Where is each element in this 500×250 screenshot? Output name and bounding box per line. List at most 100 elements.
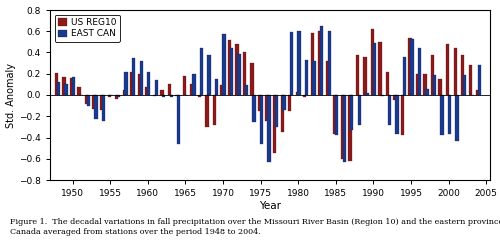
Bar — [258, 95, 262, 111]
Bar — [282, 95, 286, 110]
Bar — [371, 29, 374, 95]
Bar — [132, 58, 136, 95]
Bar — [273, 95, 276, 154]
Bar — [170, 95, 173, 97]
Bar — [145, 86, 148, 95]
Bar — [222, 34, 226, 95]
Bar — [117, 95, 120, 97]
Bar — [426, 89, 428, 95]
Bar — [388, 95, 391, 125]
Bar — [72, 77, 75, 95]
Bar — [288, 95, 292, 111]
Bar — [410, 39, 414, 95]
Bar — [175, 95, 178, 96]
Bar — [438, 79, 442, 95]
Bar — [340, 95, 344, 159]
Bar — [380, 95, 384, 96]
Bar — [266, 95, 269, 120]
Bar — [230, 48, 233, 95]
Bar — [296, 92, 299, 95]
Bar — [476, 90, 480, 95]
Bar — [290, 32, 294, 95]
Bar — [365, 93, 368, 95]
Legend: US REG10, EAST CAN: US REG10, EAST CAN — [54, 14, 120, 42]
Bar — [252, 95, 256, 122]
Bar — [245, 86, 248, 95]
Bar — [268, 95, 271, 162]
Bar — [342, 95, 346, 162]
Bar — [152, 95, 156, 96]
Bar — [94, 95, 98, 120]
Bar — [147, 72, 150, 95]
Bar — [335, 95, 338, 136]
Bar — [140, 61, 143, 95]
Bar — [122, 90, 126, 95]
Bar — [154, 80, 158, 95]
Bar — [55, 73, 58, 95]
Bar — [463, 75, 466, 95]
Bar — [214, 79, 218, 95]
Bar — [108, 95, 111, 97]
Bar — [333, 95, 336, 134]
Bar — [64, 84, 68, 95]
Bar — [440, 95, 444, 136]
Bar — [220, 86, 224, 95]
Bar — [298, 31, 301, 95]
Bar — [207, 55, 210, 95]
Bar — [454, 48, 457, 95]
Bar — [348, 95, 352, 161]
Bar — [318, 31, 322, 95]
Bar — [238, 54, 240, 95]
Bar — [431, 55, 434, 95]
Bar — [87, 95, 90, 106]
Bar — [478, 65, 482, 95]
Bar — [448, 95, 452, 134]
Bar — [115, 95, 118, 99]
Bar — [228, 40, 232, 95]
Bar — [350, 95, 354, 130]
Bar — [424, 74, 427, 95]
Bar — [395, 95, 398, 134]
Bar — [356, 55, 359, 95]
Bar — [328, 31, 331, 95]
Text: Figure 1.  The decadal variations in fall precipitation over the Missouri River : Figure 1. The decadal variations in fall… — [10, 218, 500, 236]
Bar — [57, 82, 60, 95]
Bar — [78, 86, 81, 95]
Bar — [456, 95, 459, 141]
Bar — [85, 95, 88, 104]
Bar — [320, 26, 324, 95]
Bar — [305, 60, 308, 95]
Bar — [243, 52, 246, 95]
Bar — [303, 95, 306, 97]
Bar — [70, 78, 73, 95]
Bar — [378, 42, 382, 95]
Bar — [275, 95, 278, 127]
Bar — [130, 72, 134, 95]
Bar — [100, 95, 103, 110]
Bar — [206, 95, 208, 127]
Y-axis label: Std. Anomaly: Std. Anomaly — [6, 62, 16, 128]
Bar — [250, 63, 254, 95]
Bar — [190, 84, 194, 95]
Bar — [213, 95, 216, 125]
Bar — [386, 72, 389, 95]
Bar — [468, 65, 472, 95]
Bar — [168, 84, 171, 95]
Bar — [394, 95, 396, 100]
Bar — [200, 48, 203, 95]
Bar — [433, 75, 436, 95]
Bar — [408, 38, 412, 95]
Bar — [177, 95, 180, 144]
Bar — [192, 74, 196, 95]
Bar — [418, 48, 421, 95]
Bar — [401, 95, 404, 136]
Bar — [198, 95, 201, 97]
Bar — [162, 95, 166, 97]
Bar — [260, 95, 263, 144]
Bar — [102, 95, 106, 120]
Bar — [92, 95, 96, 109]
Bar — [62, 77, 66, 95]
Bar — [416, 74, 420, 95]
Bar — [461, 55, 464, 95]
Bar — [364, 57, 366, 95]
